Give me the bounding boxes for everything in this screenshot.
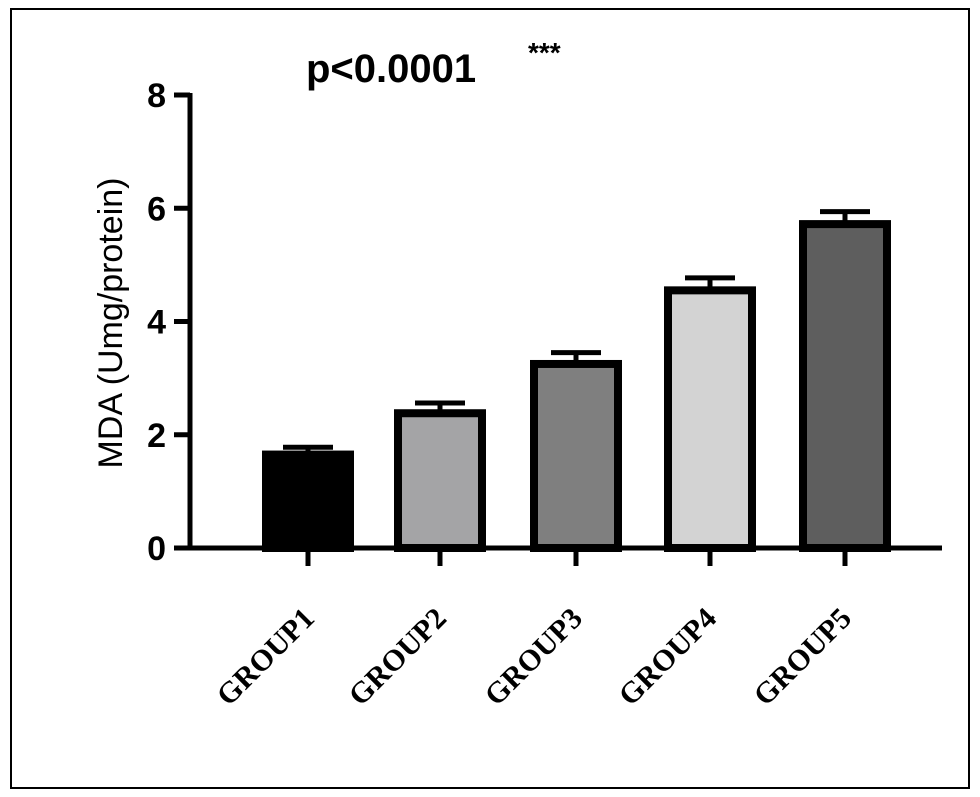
chart-title: p<0.0001 [306,47,476,91]
bar-group3 [530,359,622,552]
y-tick-label-2: 2 [147,417,166,455]
y-tick-label-4: 4 [147,304,166,342]
x-tick-label-group4: GROUP4 [612,602,723,713]
x-tick-label-group5: GROUP5 [747,602,858,713]
significance-stars: *** [528,37,561,68]
bar-group1 [262,450,354,553]
x-tick-label-group2: GROUP2 [342,602,453,713]
y-tick-label-0: 0 [147,530,166,568]
x-tick-label-group1: GROUP1 [210,602,321,713]
y-tick-label-6: 6 [147,190,166,228]
y-axis-label: MDA (Umg/protein) [92,178,130,469]
bar-group5 [799,220,891,552]
x-tick-label-group3: GROUP3 [478,602,589,713]
bar-group2 [394,409,486,553]
bar-group4 [664,286,756,552]
y-tick-label-8: 8 [147,77,166,115]
